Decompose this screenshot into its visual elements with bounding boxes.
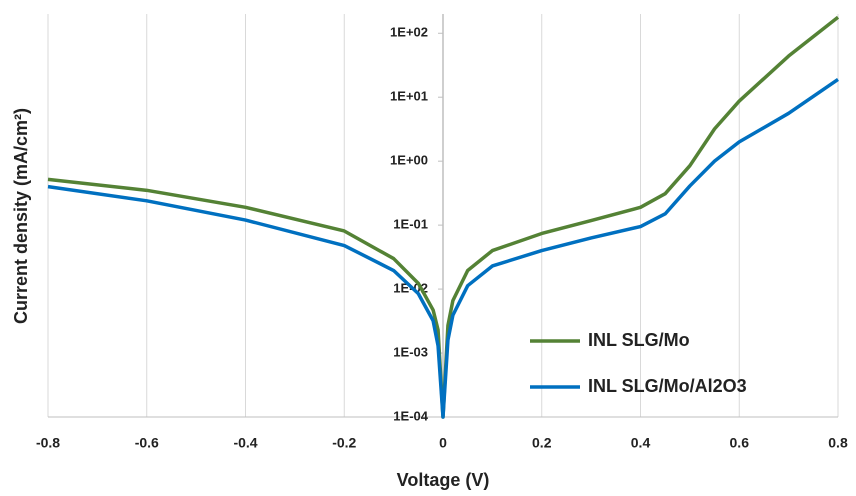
legend-label: INL SLG/Mo/Al2O3 [588,376,747,396]
x-tick-label: 0.4 [631,435,651,451]
y-tick-label: 1E-03 [393,344,428,359]
x-tick-label: -0.2 [332,435,356,451]
series-line [47,15,840,419]
x-tick-label: -0.8 [36,435,60,451]
x-tick-label: 0 [439,435,447,451]
y-tick-label: 1E-04 [393,408,428,423]
x-tick-label: 0.8 [828,435,848,451]
y-tick-label: 1E+01 [390,89,428,104]
x-tick-label: 0.2 [532,435,552,451]
x-tick-label: 0.6 [730,435,750,451]
x-tick-label: -0.4 [233,435,257,451]
y-tick-label: 1E+00 [390,153,428,168]
y-axis-title: Current density (mA/cm²) [11,108,31,324]
y-tick-label: 1E+02 [390,25,428,40]
x-axis-title: Voltage (V) [397,470,490,490]
series-line [47,77,839,419]
legend-label: INL SLG/Mo [588,330,690,350]
y-tick-label: 1E-01 [393,217,428,232]
x-tick-label: -0.6 [135,435,159,451]
